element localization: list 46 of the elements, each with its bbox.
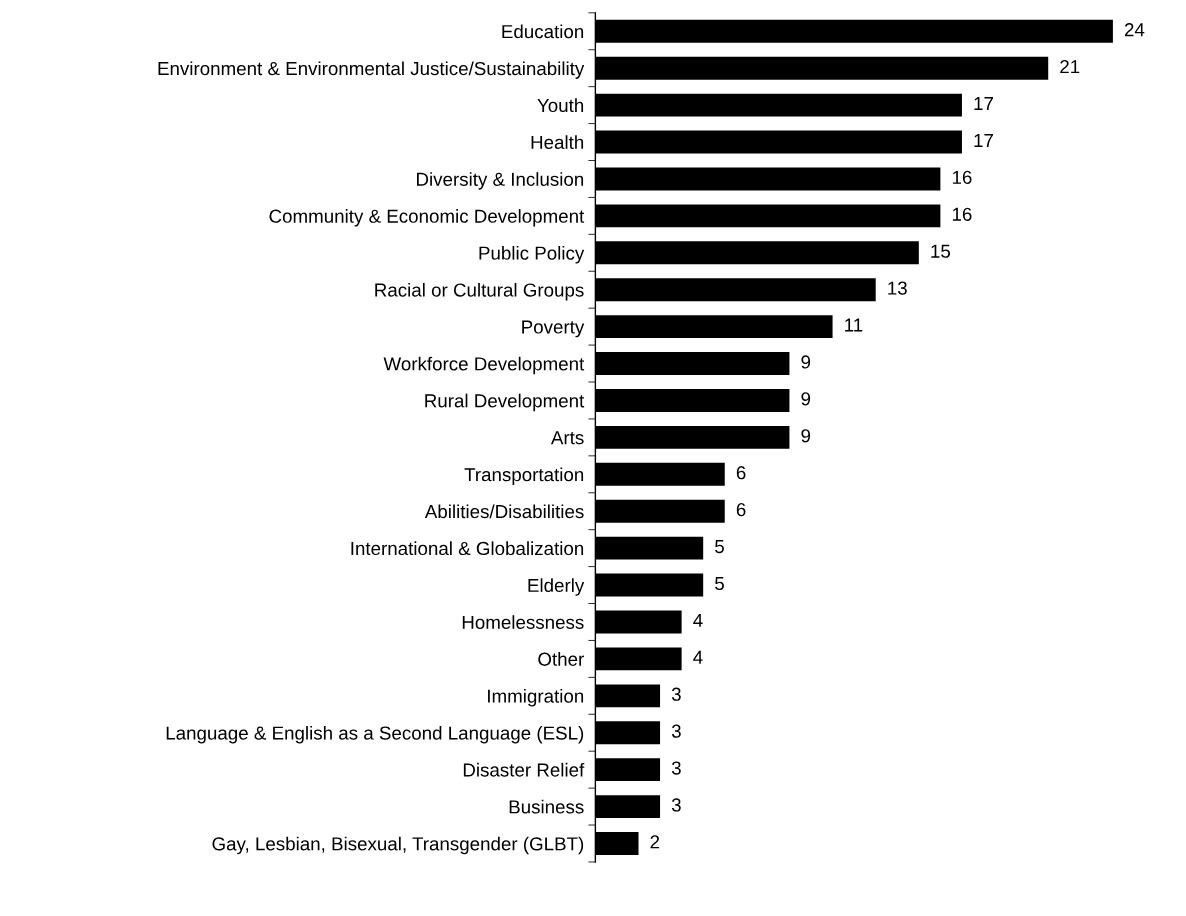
y-tick-label: Business	[509, 799, 584, 814]
data-label: 5	[715, 540, 724, 554]
y-tick-label: Poverty	[522, 320, 585, 338]
y-tick-label: Arts	[550, 431, 584, 445]
data-label: 5	[715, 577, 724, 591]
data-label: 3	[671, 724, 681, 738]
y-tick-label: Homelessness	[462, 615, 584, 629]
y-tick-label: International & Globalization	[351, 541, 584, 556]
data-label: 21	[1060, 59, 1080, 74]
data-label: 17	[974, 133, 993, 147]
y-tick-label: Other	[538, 652, 584, 666]
y-tick-label: Transportation	[464, 467, 584, 485]
y-tick-label: Gay, Lesbian, Bisexual, Transgender (GLBT)	[212, 836, 584, 855]
data-label: 6	[736, 466, 746, 480]
data-label: 17	[974, 97, 993, 110]
y-tick-label: Racial or Cultural Groups	[375, 282, 584, 301]
y-tick-label: Diversity & Inclusion	[417, 172, 584, 190]
data-label: 9	[801, 355, 811, 369]
data-label: 3	[671, 761, 681, 775]
y-tick-label: Language & English as a Second Language (ESL)	[166, 725, 584, 744]
data-label: 9	[801, 429, 811, 443]
y-tick-label: Rural Development	[425, 393, 585, 412]
data-label: 16	[952, 170, 972, 184]
y-tick-label: Youth	[537, 98, 584, 113]
y-tick-label: Abilities/Disabilities	[424, 504, 584, 519]
y-tick-label: Disaster Relief	[463, 762, 585, 777]
data-label: 6	[736, 502, 746, 517]
data-label: 4	[693, 613, 703, 627]
data-label: 24	[1124, 23, 1145, 37]
y-tick-label: Immigration	[488, 689, 584, 707]
data-label: 3	[671, 798, 681, 812]
data-label: 3	[671, 687, 681, 701]
data-label: 4	[693, 650, 703, 664]
data-label: 15	[931, 244, 951, 258]
data-label: 16	[952, 207, 972, 221]
y-tick-label: Elderly	[528, 578, 585, 596]
data-label: 11	[845, 318, 863, 332]
data-label: 9	[801, 392, 811, 406]
y-tick-label: Education	[502, 24, 584, 39]
data-label: 13	[888, 281, 907, 295]
y-tick-label: Workforce Development	[383, 356, 585, 375]
data-label: 2	[650, 835, 660, 849]
y-tick-label: Public Policy	[479, 246, 585, 264]
y-tick-label: Health	[531, 135, 584, 150]
y-tick-label: Community & Economic Development	[269, 209, 585, 227]
y-tick-label: Environment & Environmental Justice/Sustainability	[158, 61, 585, 79]
